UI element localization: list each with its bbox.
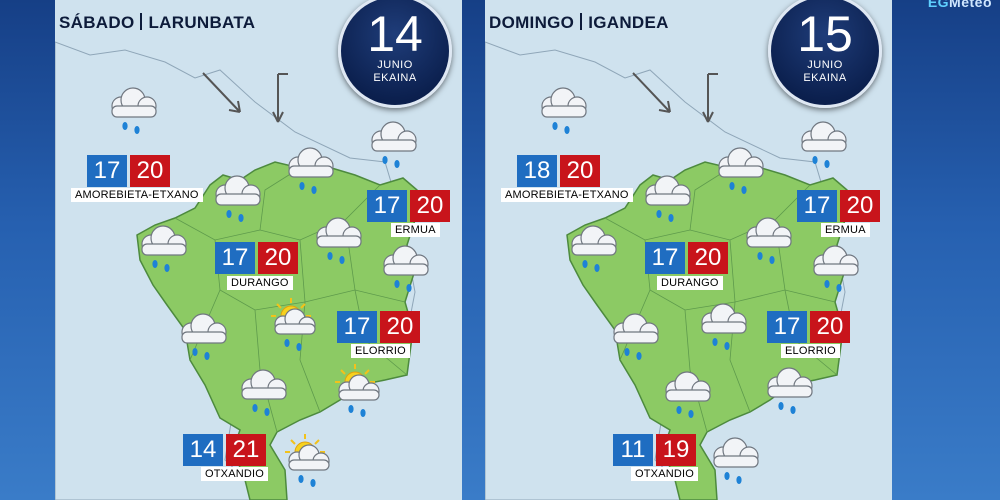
temp-max: 20 [410, 190, 450, 222]
cloud-rain-icon [288, 147, 334, 194]
month-eu: EKAINA [373, 72, 417, 84]
town-label-otxandio: OTXANDIO [631, 467, 699, 481]
cloud-rain-icon [571, 225, 617, 272]
temp-ermua: 17 20 [797, 190, 880, 222]
wind-arrow-icon [632, 72, 671, 113]
cloud-rain-icon [181, 313, 227, 360]
cloud-rain-icon [141, 225, 187, 272]
date-badge: 15 JUNIO EKAINA [768, 0, 882, 108]
temp-min: 17 [215, 242, 255, 274]
forecast-panel-sunday: DOMINGO IGANDEA 15 JUNIO EKAINA 18 20 AMOR… [485, 0, 892, 500]
town-label-elorrio: ELORRIO [781, 344, 840, 358]
temp-max: 21 [226, 434, 266, 466]
temp-amorebieta: 17 20 [87, 155, 170, 187]
date-number: 14 [367, 6, 423, 62]
cloud-rain-icon [111, 87, 157, 134]
temp-max: 20 [560, 155, 600, 187]
town-label-amorebieta: AMOREBIETA-ETXANO [501, 188, 633, 202]
temp-amorebieta: 18 20 [517, 155, 600, 187]
sun-cloud-rain-icon [335, 364, 380, 417]
temp-max: 20 [688, 242, 728, 274]
temp-min: 11 [613, 434, 653, 466]
cloud-rain-icon [645, 175, 691, 222]
temp-min: 17 [797, 190, 837, 222]
cloud-rain-icon [241, 369, 287, 416]
wind-arrow-icon [202, 72, 241, 113]
sun-cloud-rain-icon [285, 434, 330, 487]
wind-arrow-icon [702, 73, 718, 123]
sun-cloud-rain-icon [271, 298, 316, 351]
temp-max: 20 [380, 311, 420, 343]
town-label-amorebieta: AMOREBIETA-ETXANO [71, 188, 203, 202]
temp-otxandio: 14 21 [183, 434, 266, 466]
temp-elorrio: 17 20 [767, 311, 850, 343]
temp-max: 19 [656, 434, 696, 466]
cloud-rain-icon [613, 313, 659, 360]
temp-elorrio: 17 20 [337, 311, 420, 343]
cloud-rain-icon [801, 121, 847, 168]
month-eu: EKAINA [803, 72, 847, 84]
cloud-rain-icon [746, 217, 792, 264]
temp-durango: 17 20 [215, 242, 298, 274]
day-title: DOMINGO IGANDEA [489, 13, 669, 32]
date-badge: 14 JUNIO EKAINA [338, 0, 452, 108]
wind-arrow-icon [272, 73, 288, 123]
day-title: SÁBADO LARUNBATA [59, 13, 256, 32]
cloud-rain-icon [215, 175, 261, 222]
cloud-rain-icon [541, 87, 587, 134]
temp-max: 20 [810, 311, 850, 343]
town-label-otxandio: OTXANDIO [201, 467, 269, 481]
cloud-rain-icon [371, 121, 417, 168]
cloud-rain-icon [718, 147, 764, 194]
temp-min: 17 [367, 190, 407, 222]
town-label-ermua: ERMUA [821, 223, 870, 237]
cloud-rain-icon [701, 303, 747, 350]
town-label-durango: DURANGO [227, 276, 293, 290]
cloud-rain-icon [767, 367, 813, 414]
cloud-rain-icon [713, 437, 759, 484]
cloud-rain-icon [813, 245, 859, 292]
town-label-durango: DURANGO [657, 276, 723, 290]
brand-logo: EGMeteo [927, 0, 992, 10]
month-es: JUNIO [377, 59, 413, 71]
temp-max: 20 [130, 155, 170, 187]
temp-durango: 17 20 [645, 242, 728, 274]
temp-min: 17 [767, 311, 807, 343]
temp-min: 17 [87, 155, 127, 187]
date-number: 15 [797, 6, 853, 62]
temp-ermua: 17 20 [367, 190, 450, 222]
temp-min: 14 [183, 434, 223, 466]
town-label-elorrio: ELORRIO [351, 344, 410, 358]
town-label-ermua: ERMUA [391, 223, 440, 237]
forecast-panel-saturday: SÁBADO LARUNBATA 14 JUNIO EKAINA 17 20 AMO… [55, 0, 462, 500]
cloud-rain-icon [383, 245, 429, 292]
month-es: JUNIO [807, 59, 843, 71]
temp-max: 20 [840, 190, 880, 222]
cloud-rain-icon [316, 217, 362, 264]
temp-min: 18 [517, 155, 557, 187]
temp-otxandio: 11 19 [613, 434, 696, 466]
cloud-rain-icon [665, 371, 711, 418]
temp-min: 17 [337, 311, 377, 343]
temp-max: 20 [258, 242, 298, 274]
temp-min: 17 [645, 242, 685, 274]
